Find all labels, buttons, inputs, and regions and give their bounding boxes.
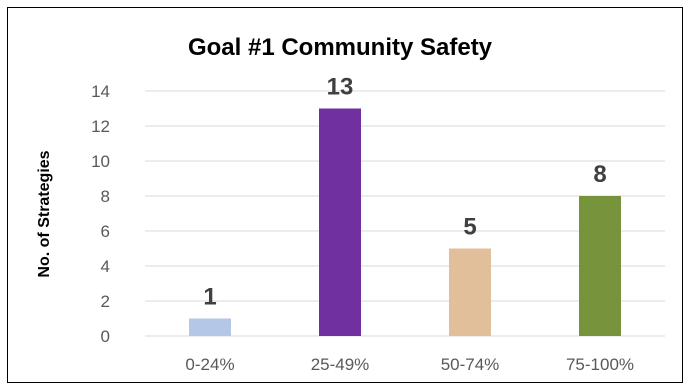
data-label: 5 [463, 214, 476, 241]
y-tick-label: 10 [91, 152, 110, 171]
gridlines [145, 90, 665, 337]
y-axis-label: No. of Strategies [36, 150, 53, 277]
x-tick-label: 0-24% [185, 355, 234, 374]
chart-title: Goal #1 Community Safety [188, 34, 493, 61]
y-tick-label: 6 [101, 222, 110, 241]
x-axis-ticks: 0-24% 25-49% 50-74% 75-100% [185, 355, 634, 374]
y-tick-label: 4 [101, 257, 110, 276]
data-label: 13 [327, 74, 354, 101]
y-tick-label: 2 [101, 292, 110, 311]
data-labels: 1 13 5 8 [203, 74, 606, 311]
bar-75-100% [579, 196, 621, 336]
y-tick-label: 14 [91, 82, 110, 101]
bar-25-49% [319, 108, 361, 336]
bar-0-24% [189, 318, 231, 336]
y-axis-ticks: 0 2 4 6 8 10 12 14 [91, 82, 110, 346]
data-label: 1 [203, 284, 216, 311]
x-tick-label: 50-74% [441, 355, 500, 374]
y-tick-label: 0 [101, 327, 110, 346]
bars [189, 108, 621, 336]
x-tick-label: 75-100% [566, 355, 634, 374]
bar-50-74% [449, 248, 491, 336]
y-tick-label: 8 [101, 187, 110, 206]
x-tick-label: 25-49% [311, 355, 370, 374]
data-label: 8 [593, 161, 606, 188]
y-tick-label: 12 [91, 117, 110, 136]
